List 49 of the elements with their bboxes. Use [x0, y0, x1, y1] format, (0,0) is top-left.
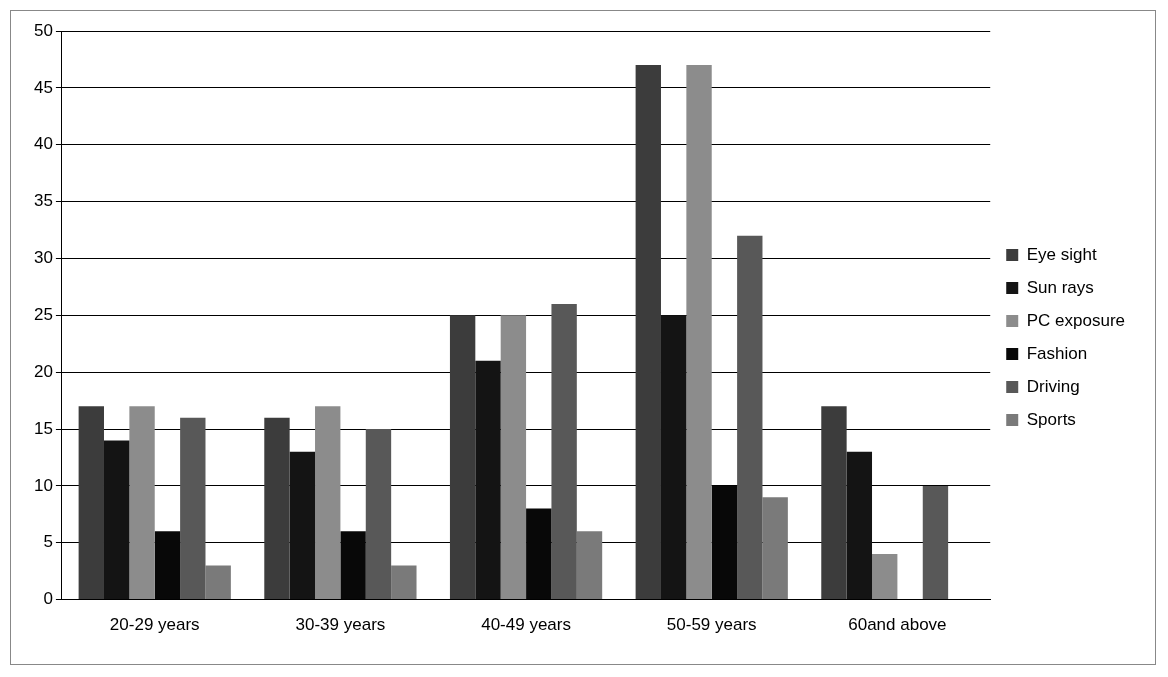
bar — [180, 417, 206, 600]
bar — [129, 406, 155, 600]
bar — [391, 565, 417, 600]
bar — [846, 451, 873, 600]
y-tick-label: 35 — [33, 191, 53, 211]
y-tick-label: 45 — [33, 77, 53, 97]
y-tick-label: 0 — [43, 589, 53, 609]
x-tick-label: 30-39 years — [295, 615, 386, 635]
bar — [737, 235, 763, 600]
bar — [821, 406, 847, 600]
bar — [449, 315, 476, 600]
x-tick-label: 60and above — [848, 615, 947, 635]
bar — [205, 565, 231, 600]
legend-label: Eye sight — [1026, 244, 1097, 264]
legend-label: PC exposure — [1026, 310, 1126, 330]
bar — [551, 303, 577, 600]
bar — [872, 554, 898, 600]
bar — [635, 65, 661, 600]
bar — [762, 497, 788, 600]
bar — [526, 508, 552, 600]
legend-label: Driving — [1026, 376, 1080, 396]
bar — [78, 406, 104, 600]
bar — [686, 65, 712, 600]
bar — [340, 531, 366, 600]
bar — [264, 417, 290, 600]
bar — [660, 315, 687, 600]
bar — [576, 531, 603, 600]
y-tick-label: 50 — [33, 20, 53, 40]
bar — [365, 429, 392, 600]
bar — [922, 485, 949, 600]
y-tick-label: 15 — [33, 418, 53, 438]
y-tick-label: 20 — [33, 361, 53, 381]
bar — [289, 451, 316, 600]
y-tick-label: 25 — [33, 304, 53, 324]
legend-label: Sports — [1026, 409, 1076, 429]
legend-label: Sun rays — [1026, 277, 1094, 297]
x-tick-label: 50-59 years — [666, 615, 757, 635]
x-tick-label: 40-49 years — [481, 615, 571, 635]
x-tick-label: 20-29 years — [109, 615, 200, 635]
y-tick-label: 5 — [43, 532, 53, 552]
bar — [500, 315, 527, 600]
y-tick-label: 10 — [33, 475, 53, 495]
bar — [475, 360, 501, 600]
y-tick-label: 40 — [33, 134, 53, 154]
y-tick-label: 30 — [33, 248, 53, 268]
bar — [315, 406, 341, 600]
bar — [103, 440, 130, 600]
bar — [154, 531, 181, 600]
legend-label: Fashion — [1026, 343, 1088, 363]
